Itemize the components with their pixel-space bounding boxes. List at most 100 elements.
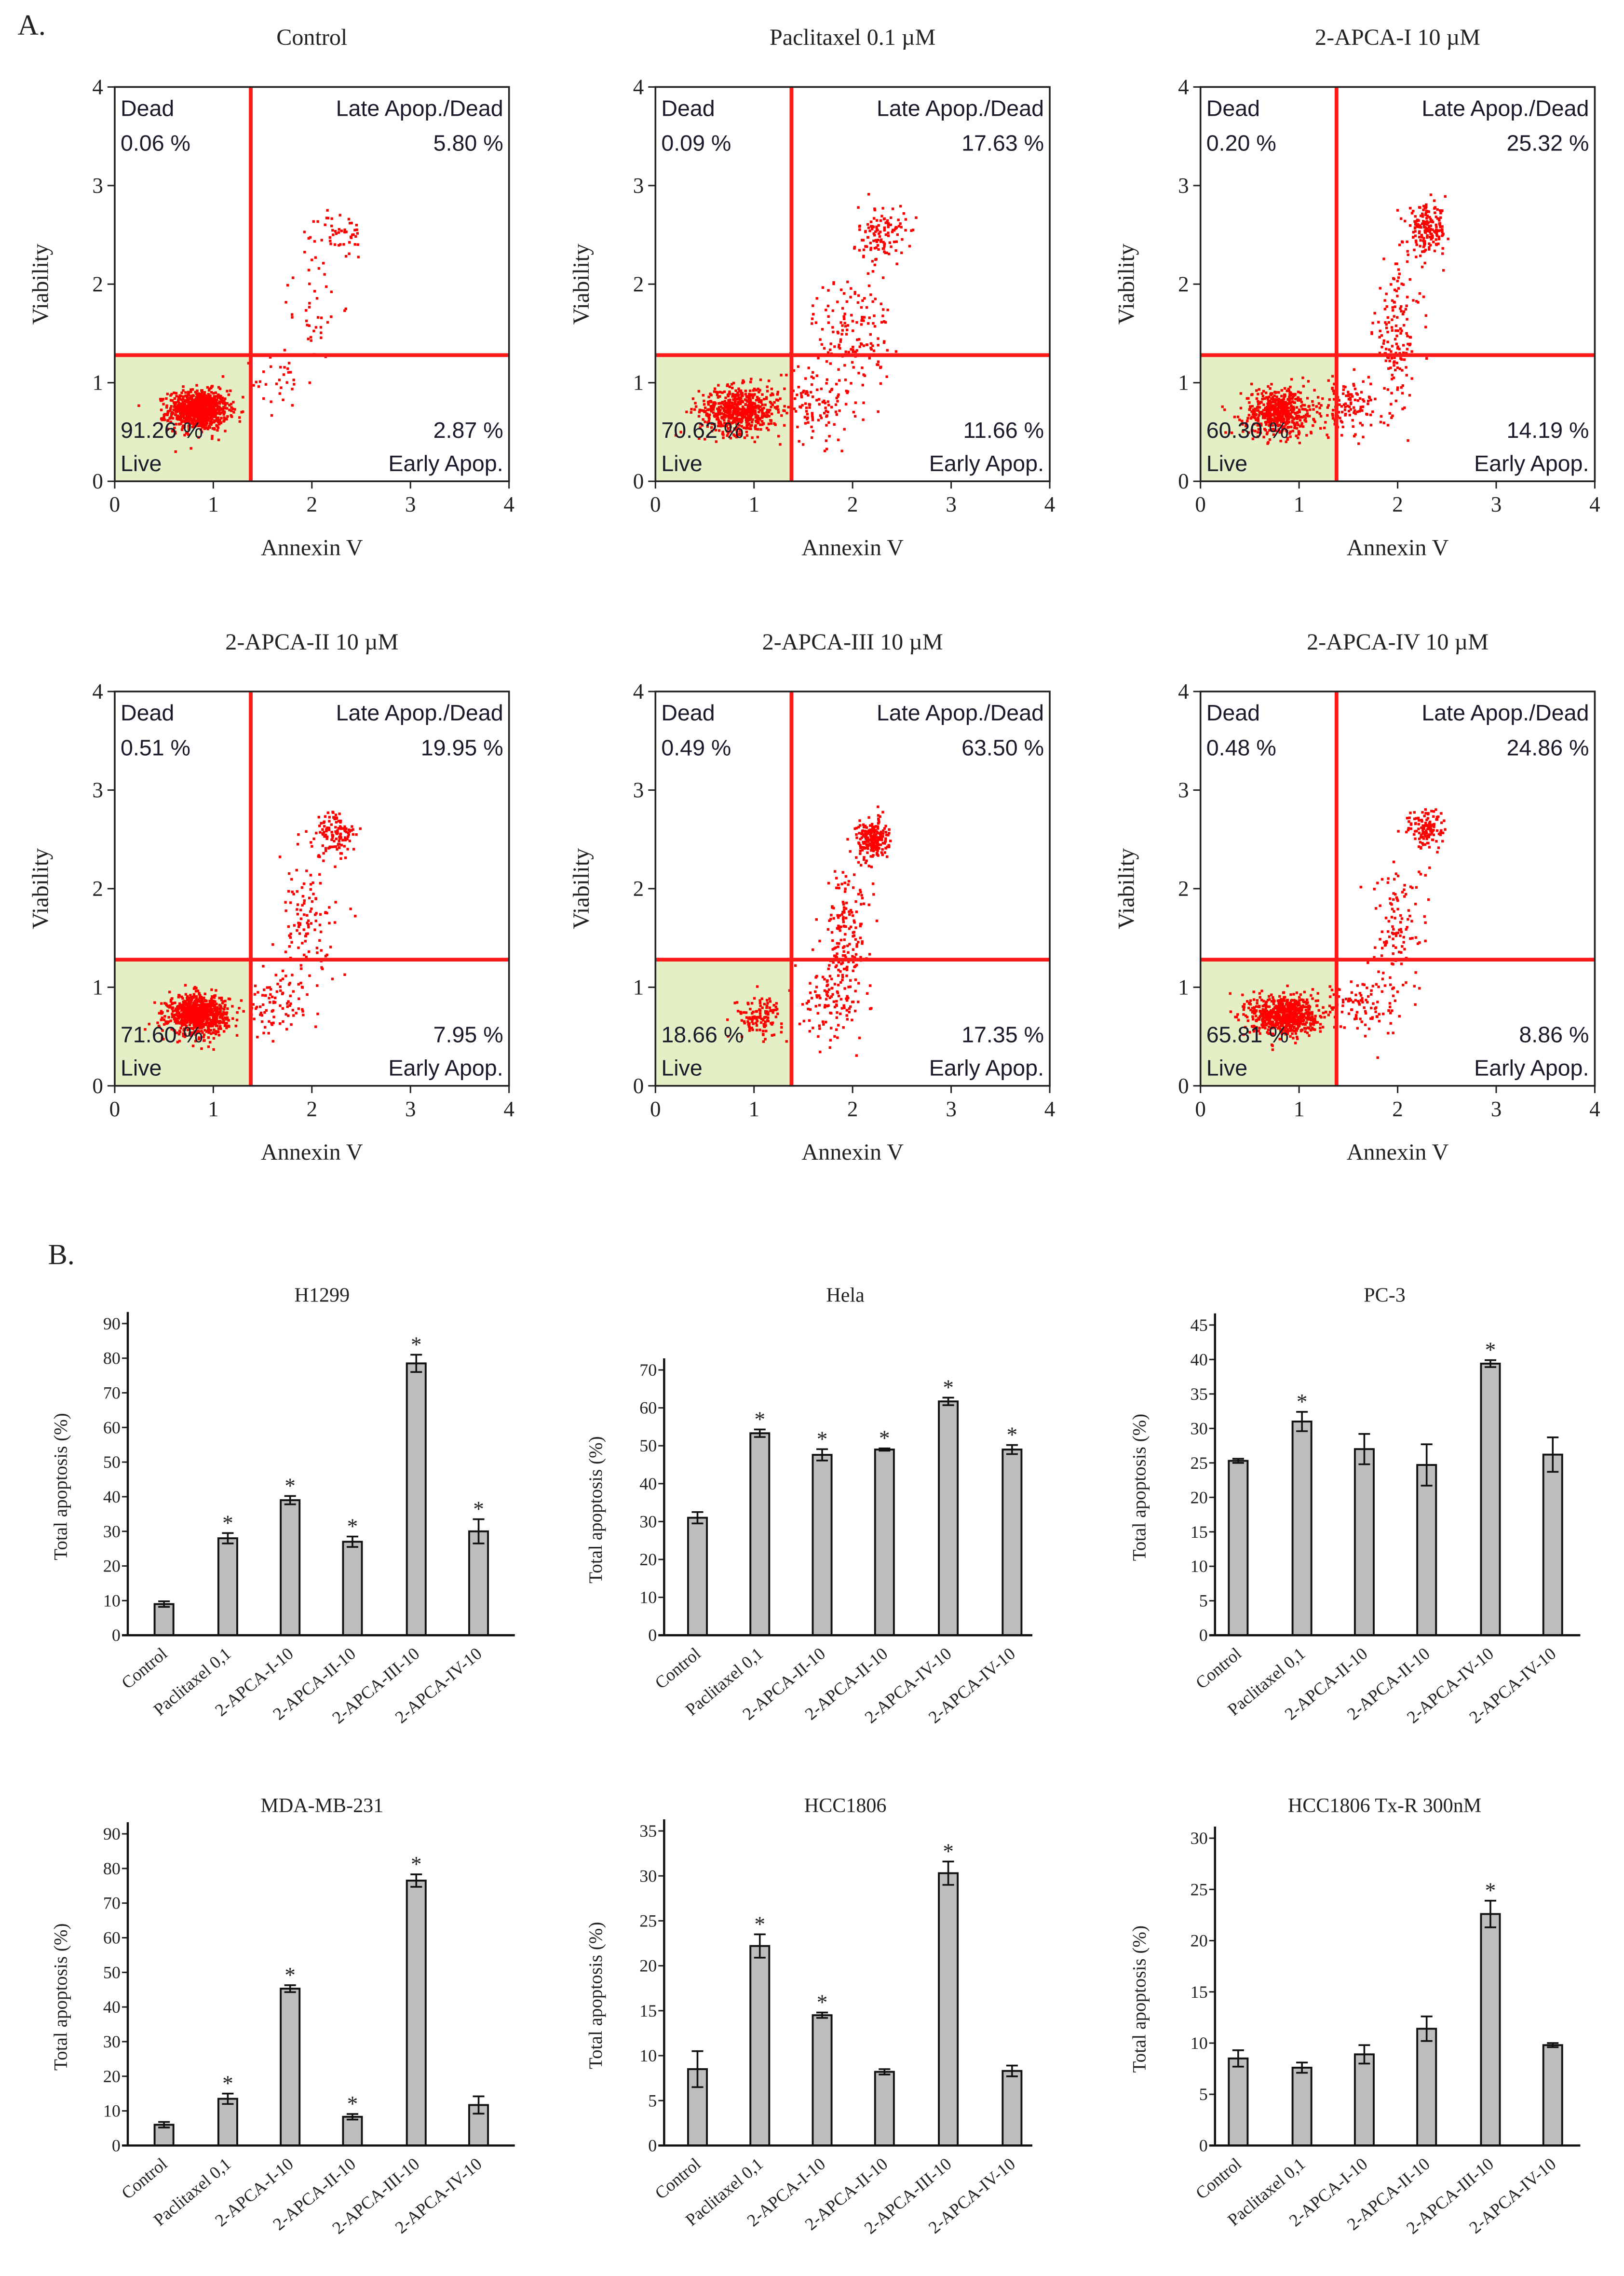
scatter-point [318,825,321,827]
scatter-point [320,239,323,242]
scatter-point [1380,334,1383,337]
scatter-point [198,1036,201,1039]
scatter-point [729,425,732,428]
scatter-point [867,865,870,867]
scatter-point [1262,390,1265,393]
scatter-point [190,1007,193,1010]
scatter-point [242,395,244,399]
scatter-point [758,417,761,420]
scatter-point [757,387,759,391]
scatter-point [744,1011,748,1014]
scatter-point [276,982,279,986]
scatter-point [208,387,211,390]
scatter-point [317,267,321,270]
scatter-point [876,852,879,854]
scatter-point [762,1030,765,1032]
scatter-point [876,841,879,844]
scatter-point [1425,357,1428,360]
scatter-point [1398,367,1402,370]
scatter-point [863,856,866,859]
scatter-point [175,394,178,398]
scatter-point [832,1000,836,1003]
scatter-point [166,428,169,431]
scatter-point [203,1039,206,1042]
quadrant-live-value: 91.26 % [121,418,203,443]
scatter-point [817,994,821,997]
scatter-point [859,891,862,894]
scatter-point [334,901,337,904]
scatter-point [749,380,752,383]
scatter-point [224,406,227,410]
quadrant-late-value: 63.50 % [961,735,1044,760]
scatter-point [219,1021,222,1024]
scatter-point [1273,416,1276,419]
scatter-point [867,816,870,819]
scatter-point [852,410,855,414]
y-tick-label: 4 [633,75,644,99]
scatter-point [308,283,311,285]
scatter-point [839,981,842,984]
scatter-point [253,993,257,996]
scatter-point [212,1037,216,1040]
scatter-point [702,393,705,397]
scatter-point [167,1020,170,1023]
scatter-point [770,387,773,391]
scatter-point [313,928,316,931]
scatter-point [855,836,858,840]
scatter-point [1418,230,1421,233]
scatter-point [1399,327,1402,330]
scatter-point [865,245,868,248]
scatter-point [1400,329,1403,332]
scatter-point [833,947,836,950]
scatter-point [212,1048,215,1051]
scatter-point [193,415,196,418]
scatter-point [814,1004,817,1008]
scatter-point [1434,206,1437,209]
scatter-point [855,943,858,946]
scatter-point [215,1003,218,1005]
scatter-point [265,1009,268,1012]
scatter-point [728,393,731,395]
scatter-point [828,1046,832,1049]
scatter-point [713,401,716,404]
scatter-point [1390,403,1393,406]
scatter-point [1400,310,1403,313]
scatter-point [1288,432,1291,435]
scatter-point [1250,416,1254,419]
scatter-point [748,389,752,393]
scatter-point [878,232,880,235]
scatter-point [1337,411,1340,414]
quadrant-live-value: 70.62 % [661,418,744,443]
scatter-point [1393,288,1396,291]
scatter-point [808,1019,811,1022]
scatter-point [857,1001,860,1003]
scatter-point [169,399,173,402]
scatter-point [218,387,222,390]
scatter-point [853,873,856,876]
scatter-point [777,434,780,438]
scatter-point [204,412,208,415]
scatter-point [210,420,213,423]
scatter-point [820,417,823,420]
scatter-point [187,428,190,431]
scatter-point [754,425,757,429]
scatter-point [679,431,682,434]
scatter-point [203,404,206,406]
scatter-point [860,306,863,309]
scatter-point [881,314,884,317]
scatter-point [848,1007,851,1010]
scatter-point [1435,238,1437,241]
scatter-point [259,1013,262,1016]
scatter-point [324,833,327,837]
scatter-point [223,1024,227,1027]
scatter-point [193,995,196,998]
scatter-point [845,999,849,1002]
scatter-point [220,400,223,404]
scatter-point [264,1026,267,1029]
scatter-point [705,414,708,417]
scatter-point [1391,378,1394,380]
scatter-point [180,415,183,419]
scatter-point [307,237,311,240]
scatter-point [833,983,837,986]
